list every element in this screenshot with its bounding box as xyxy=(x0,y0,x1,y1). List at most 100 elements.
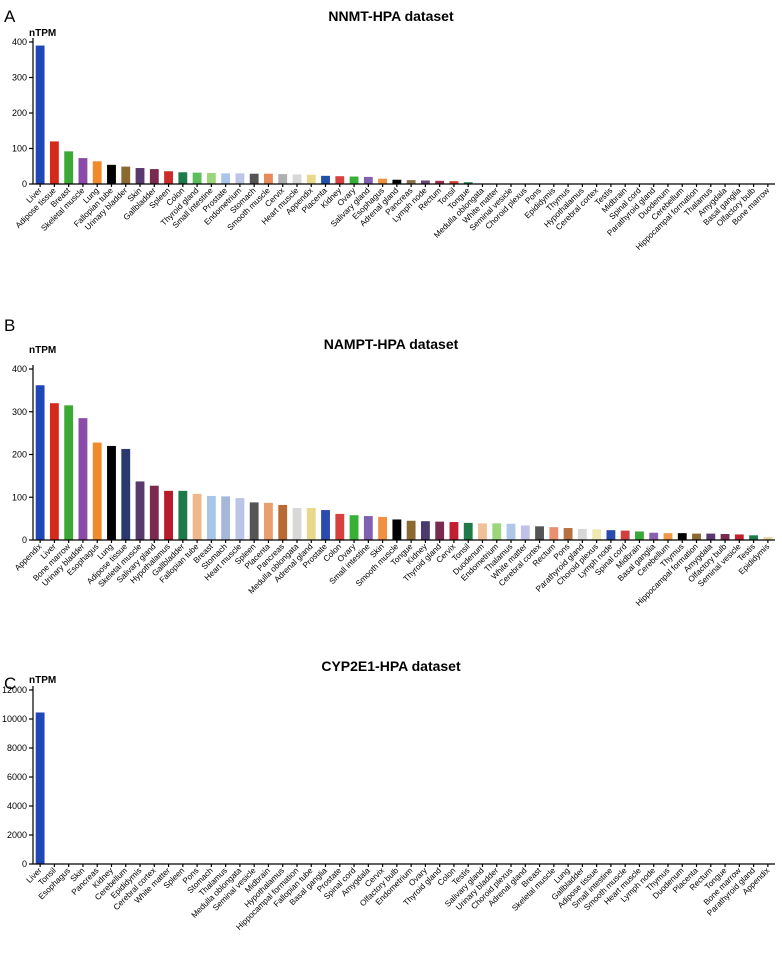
bar-choroid-plexus xyxy=(592,529,602,540)
bar-cervix xyxy=(449,522,459,540)
bar-pons xyxy=(563,528,573,540)
bar-medulla-oblongata xyxy=(292,507,302,540)
bar-esophagus xyxy=(378,178,388,184)
y-tick-label: 8000 xyxy=(7,743,27,753)
panel-c-cyp2e1-chart: C CYP2E1-HPA dataset nTPM 0 2000 4000 6000 8000… xyxy=(2,658,775,932)
bar-adipose-tissue xyxy=(49,141,59,184)
bar-fallopian-tube xyxy=(107,164,116,184)
bar-tongue xyxy=(406,520,416,540)
y-tick-label: 400 xyxy=(12,37,27,47)
bar-hippocampal-formation xyxy=(692,533,701,540)
bar-liver xyxy=(49,403,59,540)
y-tick-label: 400 xyxy=(12,364,27,374)
bar-colon xyxy=(335,513,345,540)
chart-title: NAMPT-HPA dataset xyxy=(324,336,459,352)
bar-heart-muscle xyxy=(235,498,245,540)
bar-endometrium xyxy=(235,173,245,184)
bar-stomach xyxy=(221,496,231,540)
bar-testis xyxy=(749,535,759,540)
bar-skin xyxy=(135,168,145,184)
y-tick-label: 300 xyxy=(12,407,27,417)
panel-letter: A xyxy=(4,7,16,26)
y-tick-label: 0 xyxy=(22,535,27,545)
bar-urinary-bladder xyxy=(121,166,131,184)
bar-lung xyxy=(107,445,116,540)
y-tick-label: 4000 xyxy=(7,801,27,811)
y-tick-label: 12000 xyxy=(2,685,27,695)
bar-colon xyxy=(178,172,188,184)
y-unit-label: nTPM xyxy=(29,345,56,356)
bar-esophagus xyxy=(92,442,102,540)
bar-kidney xyxy=(420,521,430,540)
bar-lung xyxy=(92,161,102,184)
bar-rectum xyxy=(549,527,559,540)
bar-gallbladder xyxy=(149,169,159,184)
bar-endometrium xyxy=(492,523,502,540)
bar-appendix xyxy=(306,174,316,184)
bar-adrenal-gland xyxy=(392,179,402,184)
bar-adrenal-gland xyxy=(306,507,316,540)
chart-title: CYP2E1-HPA dataset xyxy=(321,658,461,674)
y-tick-label: 200 xyxy=(12,108,27,118)
y-unit-label: nTPM xyxy=(29,28,56,39)
bar-seminal-vesicle xyxy=(734,534,744,540)
y-tick-label: 2000 xyxy=(7,830,27,840)
bar-amygdala xyxy=(706,533,716,540)
bar-salivary-gland xyxy=(149,485,159,540)
bar-cerebral-cortex xyxy=(535,526,544,540)
bar-urinary-bladder xyxy=(78,418,88,540)
bar-small-intestine xyxy=(206,173,216,184)
bar-tongue xyxy=(463,182,473,184)
bar-heart-muscle xyxy=(292,174,302,184)
bar-salivary-gland xyxy=(363,176,373,184)
bar-spleen xyxy=(164,171,173,184)
y-tick-label: 0 xyxy=(22,179,27,189)
y-tick-label: 100 xyxy=(12,144,27,154)
bar-gallbladder xyxy=(178,490,188,540)
y-tick-label: 100 xyxy=(12,492,27,502)
y-unit-label: nTPM xyxy=(29,675,56,686)
bar-ovary xyxy=(349,515,359,540)
bar-basal-ganglia xyxy=(649,532,659,540)
bar-bone-marrow xyxy=(64,405,74,540)
bar-pancreas xyxy=(406,180,416,184)
bar-small-intestine xyxy=(363,516,373,540)
bar-smooth-muscle xyxy=(264,173,273,184)
bar-skeletal-muscle xyxy=(135,481,145,540)
bar-hypothalamus xyxy=(164,490,173,540)
bar-adipose-tissue xyxy=(121,448,131,540)
bar-kidney xyxy=(335,176,345,184)
bar-parathyroid-gland xyxy=(577,528,587,540)
bar-lymph-node xyxy=(420,180,430,184)
bar-rectum xyxy=(435,180,445,184)
bar-tonsil xyxy=(463,522,473,540)
bar-ovary xyxy=(349,176,359,184)
bar-olfactory-bulb xyxy=(720,534,730,540)
bar-thymus xyxy=(677,533,687,540)
bar-prostate xyxy=(321,510,330,540)
bar-stomach xyxy=(249,173,259,184)
bar-cerebellum xyxy=(663,533,673,540)
y-tick-label: 6000 xyxy=(7,772,27,782)
y-tick-label: 200 xyxy=(12,450,27,460)
bar-appendix xyxy=(35,385,45,540)
bar-breast xyxy=(64,151,74,184)
bar-breast xyxy=(206,495,216,540)
bar-thyroid-gland xyxy=(435,521,445,540)
bar-prostate xyxy=(221,173,231,184)
y-tick-label: 300 xyxy=(12,73,27,83)
bar-midbrain xyxy=(635,531,644,540)
chart-title: NNMT-HPA dataset xyxy=(328,8,454,24)
bar-skeletal-muscle xyxy=(78,158,88,184)
panel-letter: B xyxy=(4,316,15,335)
bar-fallopian-tube xyxy=(192,493,202,540)
bar-pancreas xyxy=(278,504,288,540)
bar-white-matter xyxy=(520,525,530,540)
bar-thyroid-gland xyxy=(192,172,202,184)
bar-spinal-cord xyxy=(620,530,630,540)
bar-epididymis xyxy=(763,537,773,540)
panel-a-nnmt-chart: A NNMT-HPA datasetnTPM0100200300400LiverA… xyxy=(4,7,775,252)
bar-liver xyxy=(35,712,45,864)
